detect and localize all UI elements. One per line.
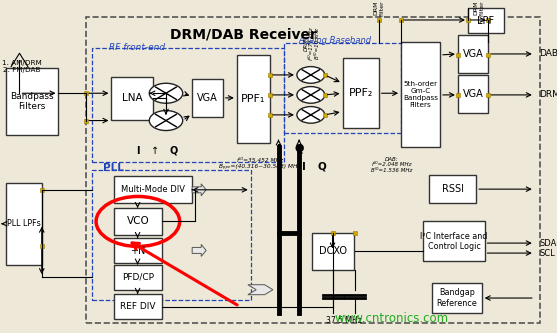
Text: VCO: VCO [126, 216, 149, 226]
Circle shape [297, 67, 325, 83]
Text: SDA: SDA [539, 238, 556, 248]
Text: VGA: VGA [463, 89, 483, 99]
Text: I: I [276, 144, 281, 154]
Circle shape [297, 87, 325, 103]
Circle shape [297, 107, 325, 123]
Circle shape [149, 83, 183, 103]
Text: REF DIV: REF DIV [120, 302, 155, 311]
FancyBboxPatch shape [114, 176, 192, 203]
FancyBboxPatch shape [111, 77, 153, 120]
Text: LPF: LPF [477, 16, 495, 26]
Text: I²C Interface and
Control Logic: I²C Interface and Control Logic [421, 232, 487, 251]
Text: www.cntronics.com: www.cntronics.com [334, 312, 448, 325]
Text: 37.5 MHz: 37.5 MHz [326, 316, 361, 325]
Text: DRM
Filter: DRM Filter [473, 0, 485, 16]
FancyBboxPatch shape [401, 42, 440, 147]
Text: Bandpass
Filters: Bandpass Filters [10, 92, 54, 111]
FancyBboxPatch shape [312, 233, 354, 270]
Circle shape [149, 111, 183, 131]
FancyBboxPatch shape [429, 175, 476, 203]
Text: PPF₂: PPF₂ [349, 88, 373, 98]
Text: DRM/DAB Receiver: DRM/DAB Receiver [170, 28, 317, 42]
FancyBboxPatch shape [237, 55, 270, 143]
Text: PPF₁: PPF₁ [241, 94, 266, 104]
Text: Analog Baseband: Analog Baseband [298, 36, 371, 45]
FancyBboxPatch shape [6, 68, 58, 135]
FancyBboxPatch shape [423, 221, 485, 261]
Text: ↑: ↑ [152, 146, 159, 156]
Text: fᴵᴼ=35.452 MHz
Bₚₚₑ=(40.316~30.588) MHz: fᴵᴼ=35.452 MHz Bₚₚₑ=(40.316~30.588) MHz [219, 158, 300, 168]
Text: DRM:
fᴵᴼ=173 kHz
Bᴵᴼ=10 kHz: DRM: fᴵᴼ=173 kHz Bᴵᴼ=10 kHz [304, 28, 320, 60]
FancyBboxPatch shape [6, 183, 42, 265]
Text: VGA: VGA [197, 93, 218, 103]
Text: DCXO: DCXO [319, 246, 347, 256]
Polygon shape [192, 244, 206, 256]
FancyBboxPatch shape [458, 35, 488, 73]
Text: Q: Q [295, 144, 304, 154]
Text: VGA: VGA [463, 49, 483, 59]
FancyBboxPatch shape [432, 283, 482, 313]
Text: RF front-end: RF front-end [109, 43, 165, 52]
Text: LNA: LNA [122, 93, 143, 103]
Text: DAB: DAB [539, 49, 557, 59]
Text: Q: Q [317, 162, 326, 171]
Text: 5th-order
Gm-C
Bandpass
Filters: 5th-order Gm-C Bandpass Filters [403, 81, 438, 108]
Text: DAB:
fᴵᴼ=2.048 MHz
Bᴵᴼ=1.536 MHz: DAB: fᴵᴼ=2.048 MHz Bᴵᴼ=1.536 MHz [371, 157, 412, 173]
Text: DRM
Filter: DRM Filter [373, 0, 384, 16]
FancyBboxPatch shape [114, 238, 162, 263]
Text: I: I [136, 146, 139, 156]
FancyBboxPatch shape [468, 8, 504, 33]
Polygon shape [248, 285, 273, 295]
Text: PFD/CP: PFD/CP [122, 273, 154, 282]
Text: I: I [302, 162, 306, 171]
Text: +N: +N [130, 245, 145, 256]
Text: Q: Q [169, 146, 177, 156]
Text: Bandgap
Reference: Bandgap Reference [436, 288, 477, 308]
FancyBboxPatch shape [192, 79, 223, 117]
Text: PLL: PLL [103, 163, 124, 173]
Text: Multi-Mode DIV: Multi-Mode DIV [121, 185, 185, 194]
Polygon shape [192, 184, 206, 196]
Text: PLL LPFs: PLL LPFs [7, 219, 41, 228]
Text: 1. AM/DRM
2. FM/DAB: 1. AM/DRM 2. FM/DAB [2, 60, 41, 73]
Text: DRM: DRM [539, 90, 557, 100]
FancyBboxPatch shape [114, 208, 162, 235]
FancyBboxPatch shape [458, 75, 488, 113]
Text: RSSI: RSSI [442, 184, 463, 194]
Text: SCL: SCL [539, 248, 555, 258]
FancyBboxPatch shape [343, 58, 379, 128]
FancyBboxPatch shape [114, 294, 162, 319]
FancyBboxPatch shape [114, 265, 162, 290]
